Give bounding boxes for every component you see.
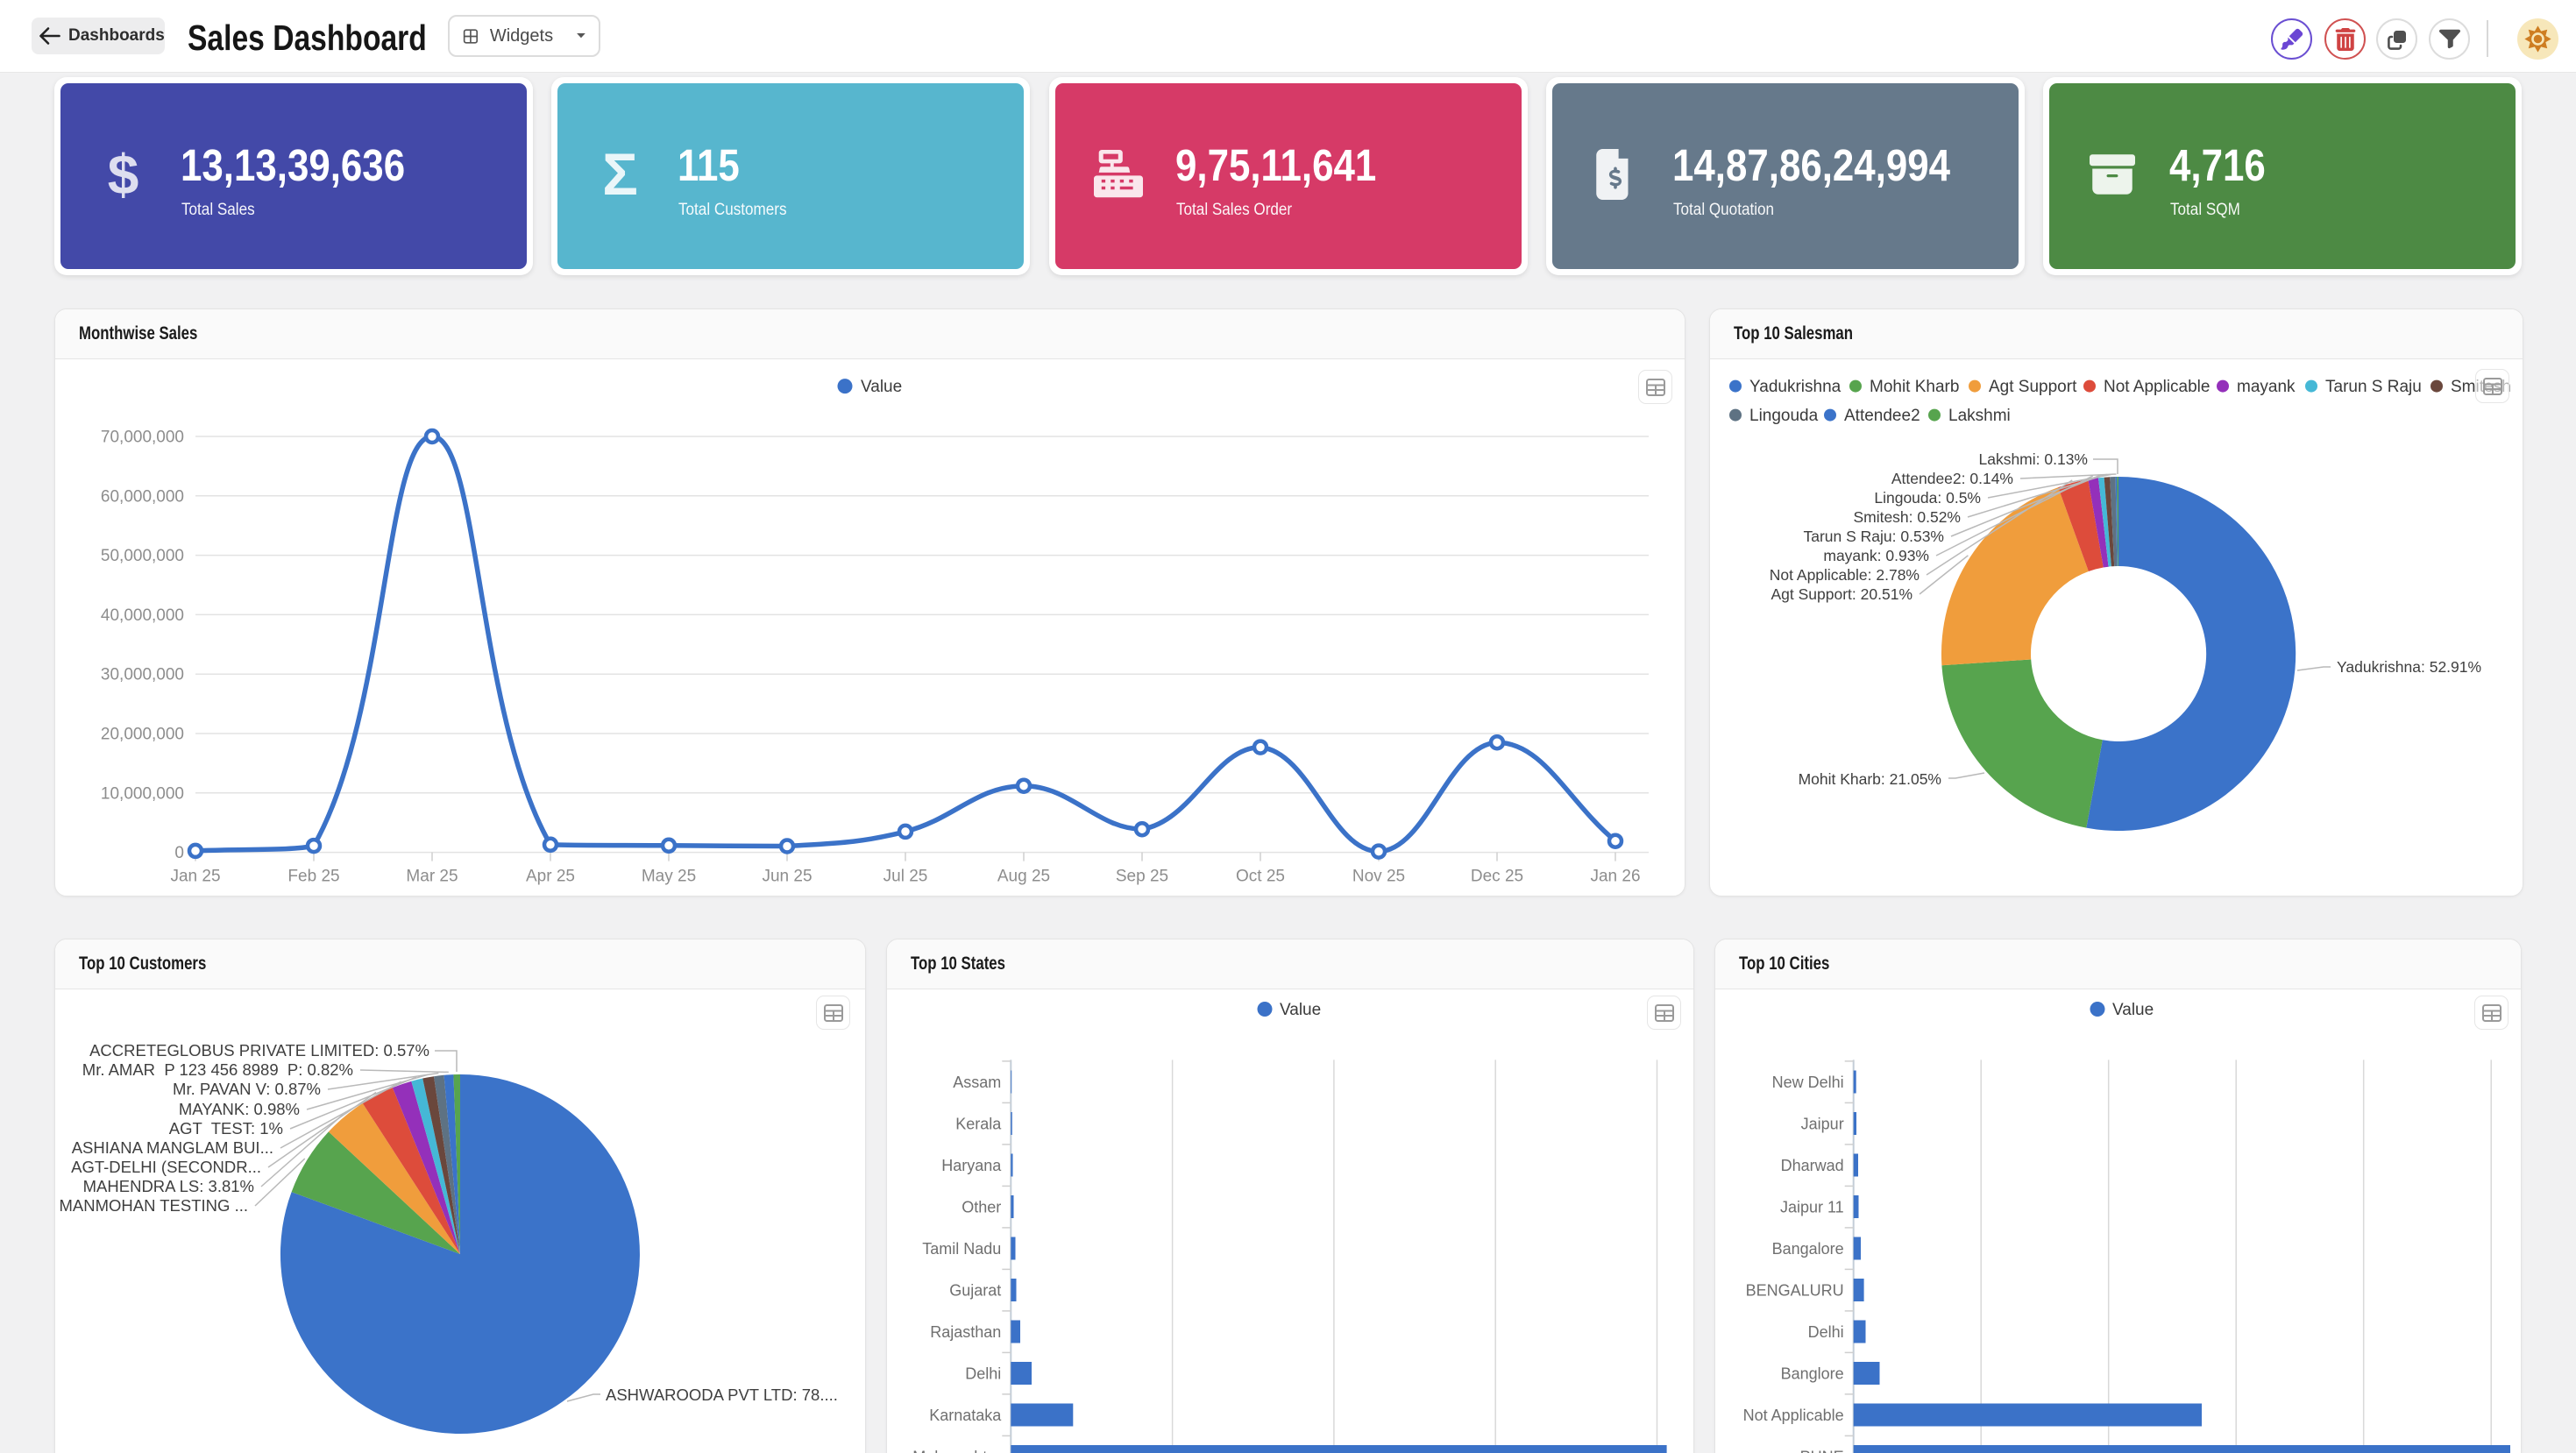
svg-text:Lakshmi: 0.13%: Lakshmi: 0.13% <box>1978 450 2088 468</box>
svg-text:10,000,000: 10,000,000 <box>101 784 184 803</box>
svg-text:30,000,000: 30,000,000 <box>101 666 184 684</box>
svg-text:PUNE: PUNE <box>1800 1449 1844 1453</box>
svg-text:ACCRETEGLOBUS PRIVATE LIMITED:: ACCRETEGLOBUS PRIVATE LIMITED: 0.57% <box>89 1041 429 1060</box>
svg-text:70,000,000: 70,000,000 <box>101 429 184 447</box>
svg-text:Not Applicable: Not Applicable <box>2104 378 2210 396</box>
svg-text:Jan 25: Jan 25 <box>170 868 220 886</box>
svg-text:Lingouda: 0.5%: Lingouda: 0.5% <box>1874 489 1981 507</box>
svg-text:AGT TEST: 1%: AGT TEST: 1% <box>169 1119 283 1138</box>
svg-text:Mar 25: Mar 25 <box>406 868 458 886</box>
svg-text:Mr. AMAR P 123 456 8989 P: 0: Mr. AMAR P 123 456 8989 P: 0.82% <box>82 1060 353 1079</box>
svg-text:Aug 25: Aug 25 <box>997 868 1050 886</box>
svg-text:Jan 26: Jan 26 <box>1590 868 1640 886</box>
svg-text:Lingouda: Lingouda <box>1749 407 1819 425</box>
svg-text:Jun 25: Jun 25 <box>762 868 812 886</box>
svg-text:Dec 25: Dec 25 <box>1471 868 1523 886</box>
svg-text:Attendee2: 0.14%: Attendee2: 0.14% <box>1891 470 2013 487</box>
svg-text:Kerala: Kerala <box>955 1116 1002 1133</box>
svg-text:Sep 25: Sep 25 <box>1116 868 1168 886</box>
svg-text:Lakshmi: Lakshmi <box>1948 407 2011 425</box>
svg-text:60,000,000: 60,000,000 <box>101 487 184 506</box>
svg-text:Karnataka: Karnataka <box>929 1407 1002 1424</box>
svg-text:Delhi: Delhi <box>965 1365 1001 1383</box>
svg-text:New Delhi: New Delhi <box>1772 1074 1844 1091</box>
svg-text:mayank: mayank <box>2237 378 2296 396</box>
svg-text:Agt Support: 20.51%: Agt Support: 20.51% <box>1771 585 1913 603</box>
svg-text:Delhi: Delhi <box>1808 1323 1844 1341</box>
svg-text:Banglore: Banglore <box>1781 1365 1844 1383</box>
svg-text:Value: Value <box>861 378 902 396</box>
svg-text:BENGALURU: BENGALURU <box>1746 1282 1844 1300</box>
svg-text:Mr. PAVAN V: 0.87%: Mr. PAVAN V: 0.87% <box>173 1080 321 1098</box>
svg-text:mayank: 0.93%: mayank: 0.93% <box>1823 547 1929 564</box>
svg-text:Yadukrishna: Yadukrishna <box>1749 378 1842 396</box>
svg-text:Apr 25: Apr 25 <box>526 868 575 886</box>
svg-text:Bangalore: Bangalore <box>1772 1240 1844 1258</box>
svg-text:ASHIANA MANGLAM BUI...: ASHIANA MANGLAM BUI... <box>72 1138 273 1157</box>
svg-text:Agt Support: Agt Support <box>1989 378 2077 396</box>
svg-text:40,000,000: 40,000,000 <box>101 606 184 625</box>
svg-text:MAYANK: 0.98%: MAYANK: 0.98% <box>179 1100 300 1118</box>
svg-text:Yadukrishna: 52.91%: Yadukrishna: 52.91% <box>2337 658 2481 676</box>
svg-text:MAHENDRA LS: 3.81%: MAHENDRA LS: 3.81% <box>83 1177 254 1195</box>
svg-text:Attendee2: Attendee2 <box>1844 407 1920 425</box>
svg-text:Dharwad: Dharwad <box>1781 1157 1844 1174</box>
svg-text:Jul 25: Jul 25 <box>884 868 928 886</box>
svg-text:Feb 25: Feb 25 <box>287 868 339 886</box>
svg-text:20,000,000: 20,000,000 <box>101 726 184 744</box>
svg-text:Tamil Nadu: Tamil Nadu <box>922 1240 1001 1258</box>
svg-text:Maharashtra: Maharashtra <box>912 1449 1002 1453</box>
svg-text:Oct 25: Oct 25 <box>1236 868 1285 886</box>
svg-text:ASHWAROODA PVT LTD: 78....: ASHWAROODA PVT LTD: 78.... <box>606 1386 838 1404</box>
svg-text:Value: Value <box>1280 1001 1321 1019</box>
svg-text:Tarun S Raju: Tarun S Raju <box>2325 378 2422 396</box>
svg-text:Other: Other <box>962 1199 1001 1216</box>
svg-text:AGT-DELHI (SECONDR...: AGT-DELHI (SECONDR... <box>71 1158 261 1176</box>
svg-text:50,000,000: 50,000,000 <box>101 547 184 565</box>
svg-text:Mohit Kharb: Mohit Kharb <box>1870 378 1959 396</box>
svg-text:Not Applicable: Not Applicable <box>1743 1407 1844 1424</box>
svg-text:Nov 25: Nov 25 <box>1352 868 1405 886</box>
svg-text:Mohit Kharb: 21.05%: Mohit Kharb: 21.05% <box>1799 770 1941 788</box>
svg-text:Haryana: Haryana <box>941 1157 1002 1174</box>
svg-text:Value: Value <box>2112 1001 2154 1019</box>
svg-text:0: 0 <box>174 844 184 862</box>
svg-text:Jaipur: Jaipur <box>1801 1116 1844 1133</box>
svg-text:May 25: May 25 <box>642 868 696 886</box>
svg-text:Assam: Assam <box>953 1074 1001 1091</box>
svg-text:Rajasthan: Rajasthan <box>930 1323 1001 1341</box>
svg-text:Gujarat: Gujarat <box>949 1282 1001 1300</box>
svg-text:MANMOHAN TESTING ...: MANMOHAN TESTING ... <box>59 1196 248 1215</box>
svg-text:Not Applicable: 2.78%: Not Applicable: 2.78% <box>1770 566 1920 584</box>
svg-text:Tarun S Raju: 0.53%: Tarun S Raju: 0.53% <box>1803 528 1944 545</box>
svg-text:Smitesh: 0.52%: Smitesh: 0.52% <box>1853 508 1961 526</box>
svg-text:Jaipur 11: Jaipur 11 <box>1780 1199 1844 1216</box>
